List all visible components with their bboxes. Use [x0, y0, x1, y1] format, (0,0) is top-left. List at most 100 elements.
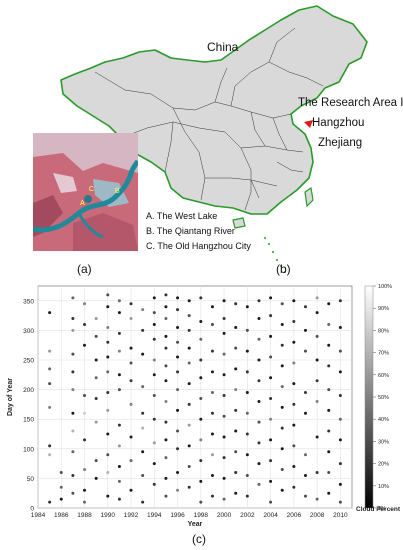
- y-tick-label: 50: [27, 476, 35, 483]
- data-point: [94, 334, 98, 338]
- china-label: China: [207, 40, 239, 54]
- research-area-line-1: The Research Area In: [298, 97, 403, 109]
- data-point: [338, 370, 342, 374]
- data-point: [129, 435, 133, 439]
- data-point: [280, 426, 284, 430]
- data-point: [152, 358, 156, 362]
- data-point: [83, 488, 87, 492]
- data-point: [245, 411, 249, 415]
- data-point: [176, 408, 180, 412]
- data-point: [257, 441, 261, 445]
- data-point: [303, 453, 307, 457]
- x-tick-label: 2008: [310, 512, 325, 519]
- data-point: [152, 296, 156, 300]
- research-area-label: The Research Area In Hangzhou Zhejiang: [298, 93, 403, 153]
- data-point: [129, 379, 133, 383]
- data-point: [210, 411, 214, 415]
- data-point: [48, 500, 52, 504]
- data-point: [257, 462, 261, 466]
- data-point: [106, 432, 110, 436]
- data-point: [280, 343, 284, 347]
- data-point: [117, 465, 121, 469]
- data-point: [234, 491, 238, 495]
- data-point: [280, 488, 284, 492]
- data-point: [164, 476, 168, 480]
- data-point: [245, 370, 249, 374]
- data-point: [234, 302, 238, 306]
- data-point: [199, 296, 203, 300]
- data-point: [106, 494, 110, 498]
- data-point: [222, 394, 226, 398]
- data-point: [48, 367, 52, 371]
- data-point: [222, 352, 226, 356]
- data-point: [315, 497, 319, 501]
- figure-top: A B C China The Research Area In Hangzho…: [33, 5, 403, 276]
- data-point: [280, 405, 284, 409]
- data-point: [117, 444, 121, 448]
- data-point: [187, 423, 191, 427]
- data-point: [327, 491, 331, 495]
- data-point: [257, 317, 261, 321]
- data-point: [222, 331, 226, 335]
- x-tick-label: 2002: [240, 512, 255, 519]
- data-point: [71, 491, 75, 495]
- data-point: [199, 479, 203, 483]
- data-point: [164, 346, 168, 350]
- y-tick-label: 250: [23, 358, 34, 365]
- data-point: [94, 459, 98, 463]
- data-point: [234, 450, 238, 454]
- data-point: [117, 479, 121, 483]
- data-point: [187, 361, 191, 365]
- x-tick-label: 1984: [31, 512, 46, 519]
- data-point: [245, 391, 249, 395]
- data-point: [338, 438, 342, 442]
- data-point: [164, 364, 168, 368]
- location-item-a: A. The West Lake: [146, 211, 218, 221]
- data-point: [141, 426, 145, 430]
- data-point: [257, 337, 261, 341]
- data-point: [164, 494, 168, 498]
- data-point: [280, 385, 284, 389]
- data-point: [338, 325, 342, 329]
- data-point: [338, 299, 342, 303]
- data-point: [176, 308, 180, 312]
- colorbar: [364, 285, 374, 509]
- data-point: [327, 470, 331, 474]
- data-point: [48, 444, 52, 448]
- data-point: [187, 328, 191, 332]
- data-point: [176, 447, 180, 451]
- y-tick-label: 100: [23, 446, 34, 453]
- data-point: [164, 334, 168, 338]
- data-point: [83, 322, 87, 326]
- data-point: [187, 314, 191, 318]
- data-point: [187, 346, 191, 350]
- data-point: [222, 414, 226, 418]
- y-tick-label: 200: [23, 387, 34, 394]
- data-point: [280, 468, 284, 472]
- data-point: [269, 314, 273, 318]
- data-point: [303, 473, 307, 477]
- data-point: [234, 367, 238, 371]
- data-point: [83, 468, 87, 472]
- data-point: [234, 325, 238, 329]
- data-point: [210, 494, 214, 498]
- location-item-c: C. The Old Hangzhou City: [146, 241, 251, 251]
- data-point: [257, 358, 261, 362]
- x-tick-label: 1998: [194, 512, 209, 519]
- data-point: [327, 343, 331, 347]
- data-point: [83, 438, 87, 442]
- data-point: [292, 361, 296, 365]
- data-point: [152, 322, 156, 326]
- data-point: [187, 382, 191, 386]
- data-point: [187, 444, 191, 448]
- data-point: [71, 411, 75, 415]
- west-lake: [84, 195, 92, 203]
- data-point: [292, 444, 296, 448]
- marker-b: B: [115, 188, 120, 195]
- colorbar-ticks: 0% 10% 20% 30% 40% 50% 60% 70% 80% 90% 100%: [373, 284, 392, 512]
- data-point: [338, 462, 342, 466]
- x-tick-label: 1990: [101, 512, 116, 519]
- data-point: [106, 470, 110, 474]
- data-point: [245, 305, 249, 309]
- data-point: [245, 349, 249, 353]
